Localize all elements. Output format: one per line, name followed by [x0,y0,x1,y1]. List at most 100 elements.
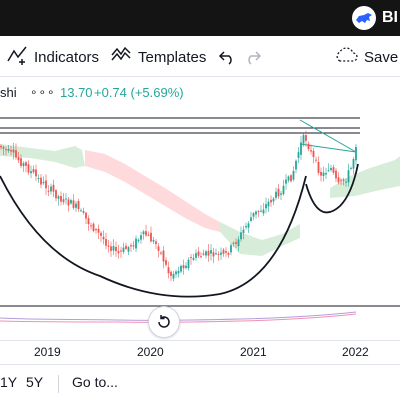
candle-body [230,245,232,253]
candle-body [222,249,225,254]
candle-body [157,246,160,251]
candle-body [40,177,42,185]
candle-body [35,169,37,177]
chart-canvas[interactable] [0,106,400,340]
candle-body [67,199,70,206]
candle-body [267,201,270,207]
candle-body [5,149,7,151]
candle-body [97,228,100,233]
candle-body [302,135,305,144]
candle-body [190,257,192,259]
candle-body [297,152,300,158]
candle-body [347,170,350,183]
candle-body [307,143,310,150]
candle-body [345,181,347,183]
candle-body [335,170,337,179]
candle-body [87,218,90,225]
candle-body [325,172,327,175]
candle-body [330,168,332,170]
candle-body [327,170,330,172]
symbol-change: +0.74 (+5.69%) [94,84,184,100]
ichimoku-cloud-green-late [330,156,400,198]
candle-body [212,252,215,257]
candle-body [65,198,67,200]
candle-body [62,199,65,203]
candle-body [332,167,335,173]
candle-body [145,231,147,236]
candle-body [272,198,275,202]
candle-body [177,270,180,274]
candle-body [85,212,87,219]
ichimoku-cloud-green-early [0,144,85,168]
range-5y-button[interactable]: 5Y [26,374,44,390]
reset-icon [158,315,170,328]
candle-body [245,225,247,228]
candle-body [205,251,207,256]
symbol-name[interactable]: shi [0,84,17,100]
candle-body [315,159,317,161]
candle-body [117,251,120,254]
candle-body [180,265,182,272]
cloud-icon [334,47,358,67]
candle-body [310,150,312,152]
time-axis[interactable]: 2019 2020 2021 2022 [0,340,400,365]
templates-icon [110,45,132,69]
candle-body [172,273,175,279]
candle-body [75,203,77,208]
candle-body [47,190,50,192]
candle-body [195,253,197,258]
candle-body [340,179,342,181]
candle-body [162,250,165,262]
bottom-toolbar: 1Y 5Y Go to... [0,364,400,401]
candle-body [142,231,145,235]
candle-body [282,185,285,195]
symbol-price: 13.70 [60,84,93,100]
candle-body [197,251,200,256]
candle-body [60,195,62,202]
price-chart[interactable] [0,106,400,340]
candle-body [175,271,177,275]
candle-body [350,167,352,169]
more-menu-icon[interactable]: ∘∘∘ [30,85,56,99]
candle-body [320,171,322,176]
templates-button[interactable]: Templates [110,38,206,76]
candle-body [37,178,40,180]
ichimoku-cloud-red [85,150,220,232]
reset-chart-button[interactable] [148,306,180,338]
handle-pattern-curve [305,163,359,214]
candle-body [70,200,72,204]
candle-body [140,235,142,240]
candle-body [150,232,152,242]
save-button[interactable]: Save [334,38,398,76]
candle-body [355,146,357,161]
candle-body [167,267,170,274]
candlestick-series [0,130,357,282]
candle-body [7,148,10,151]
candle-body [155,241,157,245]
candle-body [122,247,125,252]
time-label-2021: 2021 [240,345,267,359]
candle-body [337,177,340,183]
candle-body [77,201,80,210]
candle-body [185,265,187,268]
candle-body [235,242,237,244]
candle-body [215,253,217,255]
candle-body [265,204,267,209]
candle-body [82,211,85,213]
candle-body [135,238,137,249]
indicators-button[interactable]: Indicators [6,38,99,76]
candle-body [305,135,307,141]
undo-button[interactable] [218,38,236,76]
brand[interactable]: BI [352,6,398,30]
range-1y-button[interactable]: 1Y [0,374,18,390]
candle-body [300,142,302,155]
redo-button[interactable] [244,38,262,76]
candle-body [132,245,135,247]
candle-body [160,252,162,254]
candle-body [200,256,202,258]
candle-body [55,190,57,199]
candle-body [100,232,102,236]
candle-body [137,239,140,241]
goto-date-button[interactable]: Go to... [72,374,118,390]
time-label-2020: 2020 [137,345,164,359]
